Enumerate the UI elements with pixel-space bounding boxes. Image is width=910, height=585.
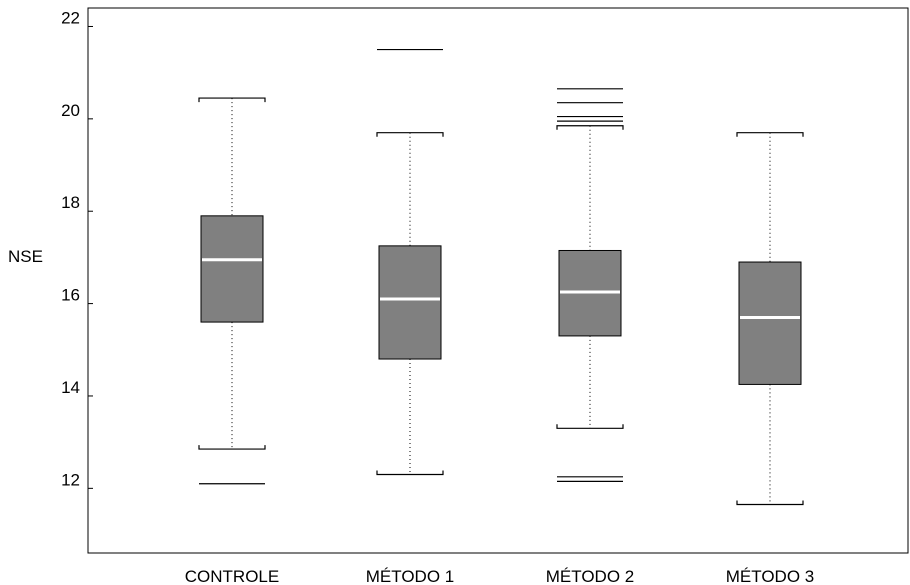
- iqr-box: [379, 246, 441, 359]
- x-category-label: CONTROLE: [185, 567, 279, 585]
- upper-whisker-cap: [377, 133, 443, 137]
- x-category-label: MÉTODO 2: [546, 567, 634, 585]
- iqr-box: [739, 262, 801, 384]
- y-tick-label: 20: [61, 101, 80, 120]
- y-tick-label: 14: [61, 378, 80, 397]
- upper-whisker-cap: [557, 126, 623, 130]
- y-tick-label: 16: [61, 286, 80, 305]
- y-tick-label: 18: [61, 193, 80, 212]
- x-axis: CONTROLE MÉTODO 1 MÉTODO 2 MÉTODO 3: [185, 567, 814, 585]
- y-tick-label: 22: [61, 8, 80, 27]
- boxes: [199, 50, 803, 505]
- y-axis-label: NSE: [8, 247, 43, 266]
- upper-whisker-cap: [199, 98, 265, 102]
- x-category-label: MÉTODO 1: [366, 567, 454, 585]
- box-2: [377, 50, 443, 475]
- lower-whisker-cap: [199, 445, 265, 449]
- box-3: [557, 89, 623, 482]
- box-1: [199, 98, 265, 484]
- y-tick-label: 12: [61, 470, 80, 489]
- upper-whisker-cap: [737, 133, 803, 137]
- iqr-box: [201, 216, 263, 322]
- box-4: [737, 133, 803, 505]
- x-category-label: MÉTODO 3: [726, 567, 814, 585]
